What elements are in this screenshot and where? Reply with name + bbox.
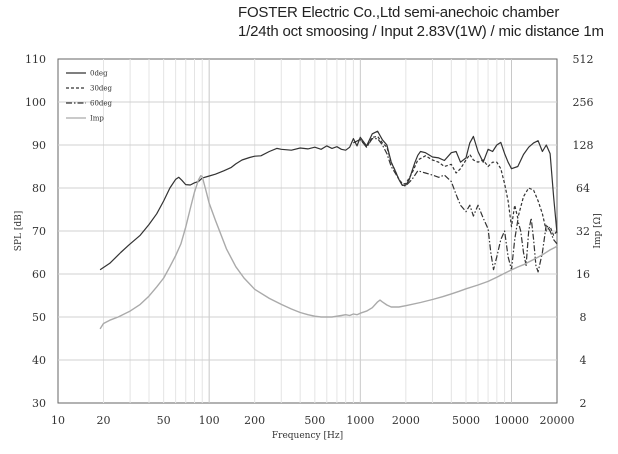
x-tick-label: 1000 (346, 414, 374, 427)
y2-tick-label: 2 (580, 397, 587, 410)
y-tick-label: 40 (32, 354, 46, 367)
legend: 0deg 30deg 60deg Imp (66, 70, 113, 123)
y-tick-labels: 30 40 50 60 70 80 90 100 110 (25, 53, 46, 410)
y2-tick-label: 8 (580, 311, 587, 324)
y2-tick-label: 128 (573, 139, 594, 152)
legend-label: 0deg (90, 70, 108, 78)
x-tick-label: 200 (244, 414, 265, 427)
y2-tick-label: 4 (580, 354, 587, 367)
y-tick-label: 80 (32, 182, 46, 195)
x-tick-label: 20000 (540, 414, 575, 427)
x-tick-label: 20 (97, 414, 111, 427)
y-axis-label: SPL [dB] (14, 211, 24, 251)
series-line-0deg (99, 130, 558, 271)
y2-tick-label: 16 (576, 268, 590, 281)
chart-header-line2: 1/24th oct smoosing / Input 2.83V(1W) / … (238, 23, 604, 40)
legend-label: 60deg (90, 100, 113, 108)
series-line-30deg (353, 135, 558, 236)
grid-lines (58, 59, 557, 403)
chart-header-line1: FOSTER Electric Co.,Ltd semi-anechoic ch… (238, 4, 560, 21)
y-tick-label: 70 (32, 225, 46, 238)
y-tick-label: 110 (25, 53, 46, 66)
y2-tick-label: 64 (576, 182, 590, 195)
y-tick-label: 30 (32, 397, 46, 410)
y-tick-label: 60 (32, 268, 46, 281)
x-tick-label: 500 (304, 414, 325, 427)
y2-tick-labels: 2 4 8 16 32 64 128 256 512 (573, 53, 594, 410)
x-tick-label: 5000 (452, 414, 480, 427)
y-tick-label: 90 (32, 139, 46, 152)
legend-label: 30deg (90, 85, 113, 93)
series-lines (99, 130, 558, 330)
x-tick-label: 10 (51, 414, 65, 427)
y2-tick-label: 32 (576, 225, 590, 238)
y2-axis-label: Imp [Ω] (593, 213, 603, 248)
x-tick-labels: 10 20 50 100 200 500 1000 2000 5000 10000 20000 (51, 414, 575, 427)
y2-tick-label: 512 (573, 53, 594, 66)
x-tick-label: 2000 (392, 414, 420, 427)
x-axis-label: Frequency [Hz] (272, 431, 343, 441)
x-tick-label: 100 (199, 414, 220, 427)
series-line-imp (99, 175, 558, 330)
x-tick-label: 10000 (494, 414, 529, 427)
legend-label: Imp (90, 115, 104, 123)
y-tick-label: 100 (25, 96, 46, 109)
x-tick-label: 50 (157, 414, 171, 427)
y-tick-label: 50 (32, 311, 46, 324)
y2-tick-label: 256 (573, 96, 594, 109)
series-line-60deg (353, 138, 558, 273)
